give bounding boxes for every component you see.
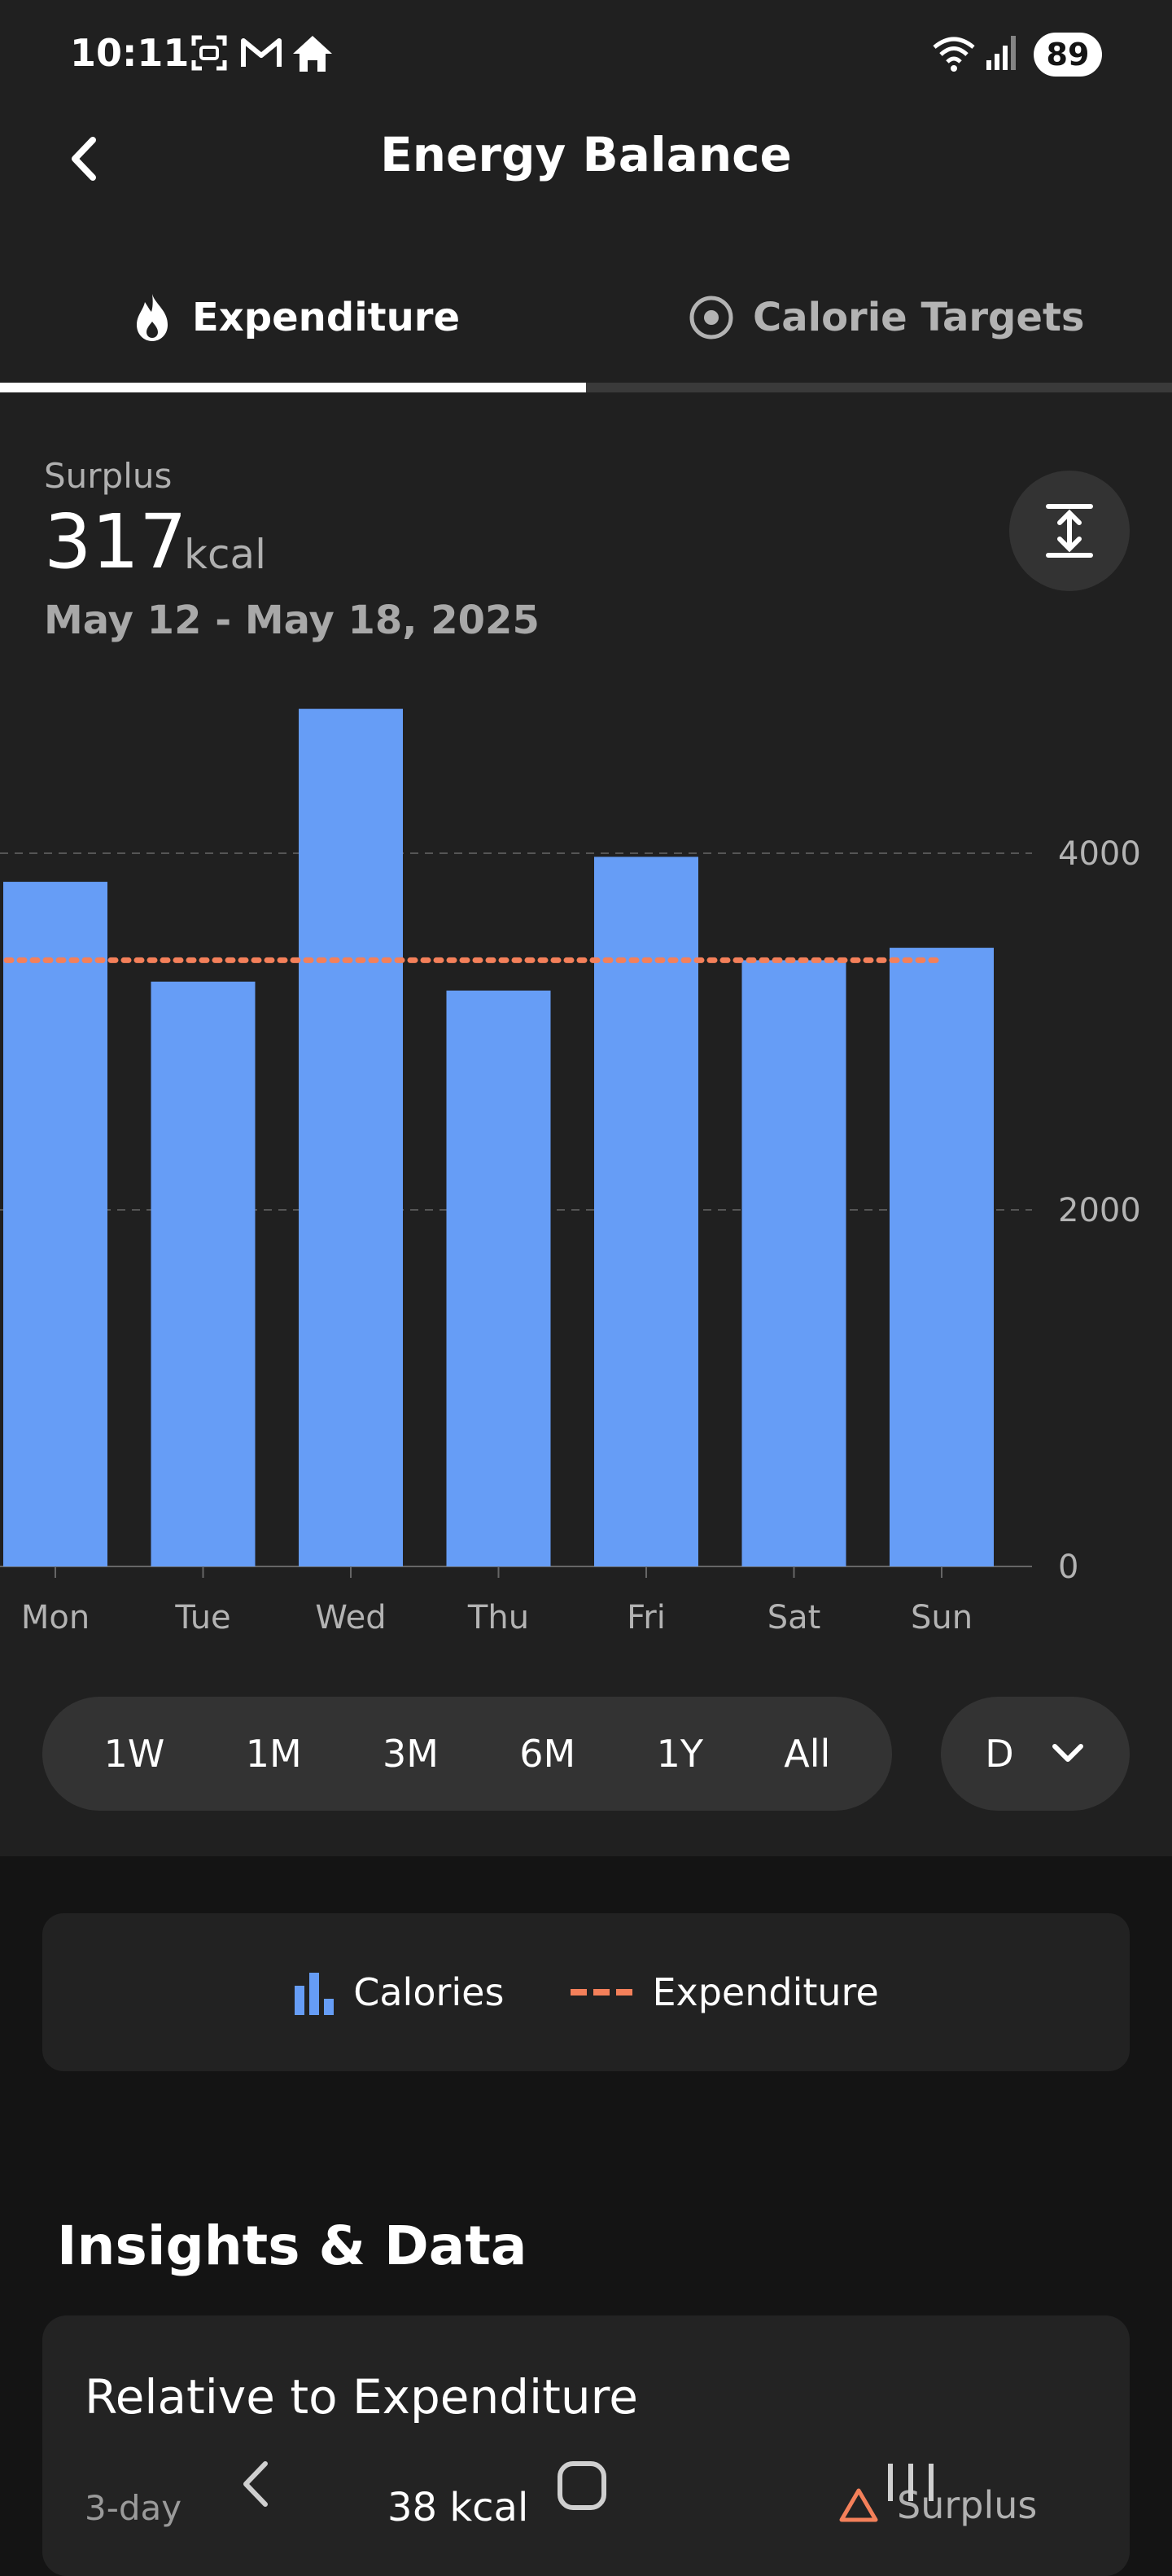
insights-card[interactable] (42, 2315, 1130, 2576)
surplus-unit: kcal (184, 531, 266, 578)
date-range: May 12 - May 18, 2025 (44, 598, 540, 643)
range-option-6m[interactable]: 6M (519, 1732, 576, 1776)
bar-fri (594, 856, 698, 1566)
bar-sat (741, 960, 846, 1566)
insight-status-label: Surplus (897, 2483, 1038, 2527)
surplus-value: 317 (44, 498, 187, 585)
legend-label-expenditure: Expenditure (652, 1970, 879, 2014)
x-tick-label: Tue (174, 1599, 230, 1636)
bar-thu (446, 990, 551, 1566)
tab-expenditure[interactable]: Expenditure (130, 285, 460, 350)
tab-expenditure-label: Expenditure (192, 295, 460, 340)
insight-period: 3-day (85, 2488, 182, 2528)
legend-label-calories: Calories (353, 1970, 505, 2014)
back-button[interactable] (57, 130, 114, 187)
y-tick-label: 4000 (1058, 835, 1141, 873)
legend-item-expenditure: Expenditure (569, 1970, 879, 2014)
nav-back-icon (243, 2461, 268, 2507)
energy-balance-chart: 0 2000 4000 Mon Tue Wed Thu Fri Sat Sun (0, 708, 1141, 1636)
range-option-1y[interactable]: 1Y (656, 1732, 703, 1776)
y-tick-label: 2000 (1058, 1192, 1141, 1229)
gmail-icon (241, 38, 282, 67)
nav-home-button[interactable] (537, 2439, 627, 2529)
bar-sun (890, 948, 994, 1566)
tab-calorie-targets[interactable]: Calorie Targets (688, 285, 1084, 350)
range-option-3m[interactable]: 3M (383, 1732, 439, 1776)
dashed-line-icon (571, 1989, 633, 1996)
nav-recents-icon (888, 2464, 934, 2501)
target-icon (689, 296, 733, 340)
legend-item-calories: Calories (293, 1968, 504, 2017)
home-icon (293, 36, 332, 72)
insights-heading: Insights & Data (57, 2215, 527, 2277)
chevron-left-icon (72, 137, 96, 181)
bar-chart-icon (295, 1973, 335, 2015)
x-tick-label: Thu (467, 1599, 529, 1636)
chart-legend: Calories Expenditure (42, 1913, 1130, 2071)
x-tick-label: Mon (21, 1599, 90, 1636)
nav-home-icon (558, 2461, 606, 2510)
expand-vertical-icon (1046, 504, 1093, 558)
insight-status: Surplus (838, 2483, 1037, 2527)
chart-bars (3, 708, 994, 1566)
page-title: Energy Balance (380, 127, 792, 182)
chevron-down-icon (1052, 1744, 1083, 1762)
bar-mon (3, 882, 107, 1566)
flame-icon (137, 294, 168, 341)
screenshot-icon (191, 35, 227, 71)
wifi-icon (933, 37, 975, 72)
range-selector: 1W 1M 3M 6M 1Y All (42, 1697, 892, 1811)
x-tick-label: Fri (627, 1599, 666, 1636)
x-tick-label: Sat (767, 1599, 821, 1636)
surplus-label: Surplus (44, 456, 173, 496)
tab-calorie-targets-label: Calorie Targets (753, 295, 1085, 340)
chart-labels: 0 2000 4000 Mon Tue Wed Thu Fri Sat Sun (21, 835, 1141, 1636)
bar-tue (151, 981, 256, 1566)
bar-wed (299, 708, 403, 1566)
granularity-dropdown[interactable]: D (941, 1697, 1130, 1811)
nav-back-button[interactable] (212, 2439, 301, 2529)
battery-level: 89 (1046, 37, 1090, 72)
tab-active-indicator (0, 383, 586, 392)
x-tick-label: Sun (911, 1599, 973, 1636)
range-option-1w[interactable]: 1W (103, 1732, 165, 1776)
status-time: 10:11 (70, 31, 190, 75)
x-tick-label: Wed (315, 1599, 386, 1636)
range-option-1m[interactable]: 1M (245, 1732, 302, 1776)
range-option-all[interactable]: All (784, 1732, 831, 1776)
triangle-up-icon (839, 2488, 878, 2522)
insight-value: 38 kcal (387, 2485, 529, 2530)
y-tick-label: 0 (1058, 1549, 1078, 1586)
signal-icon (986, 36, 1016, 70)
insights-card-title: Relative to Expenditure (85, 2369, 638, 2425)
battery-indicator: 89 (1034, 33, 1102, 77)
expand-chart-button[interactable] (1009, 471, 1130, 591)
nav-recents-button[interactable] (866, 2439, 956, 2529)
granularity-value: D (985, 1732, 1014, 1776)
